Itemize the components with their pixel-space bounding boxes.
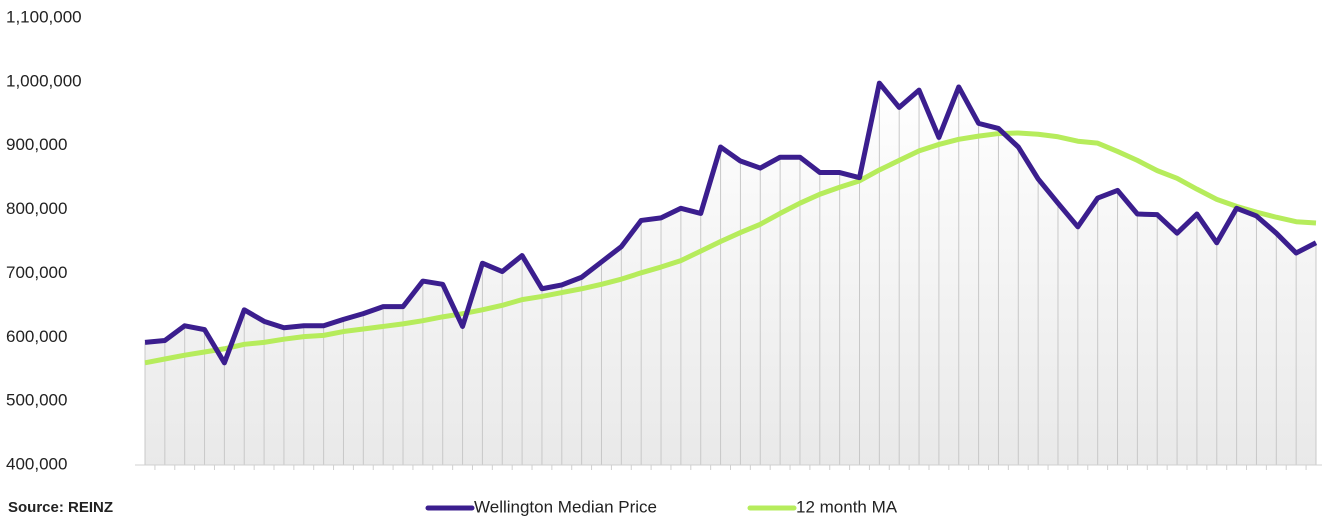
y-tick-label: 800,000 — [6, 199, 67, 218]
legend-label: 12 month MA — [796, 497, 898, 516]
y-tick-label: 400,000 — [6, 454, 67, 473]
y-tick-label: 500,000 — [6, 391, 67, 410]
y-tick-label: 900,000 — [6, 135, 67, 154]
y-tick-label: 1,000,000 — [6, 71, 82, 90]
y-tick-label: 1,100,000 — [6, 7, 82, 26]
y-tick-label: 600,000 — [6, 327, 67, 346]
area-bg — [145, 83, 1316, 466]
legend-label: Wellington Median Price — [474, 497, 657, 516]
y-tick-label: 700,000 — [6, 263, 67, 282]
source: Source: REINZ — [8, 499, 113, 516]
series-line — [144, 130, 1317, 366]
series-line — [144, 80, 1318, 366]
